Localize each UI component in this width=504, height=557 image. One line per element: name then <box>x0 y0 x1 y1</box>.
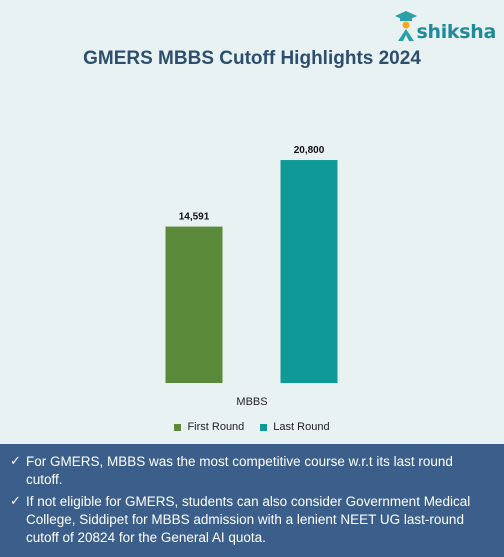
note-item: ✓ If not eligible for GMERS, students ca… <box>10 493 492 547</box>
bar-chart: 14,591 20,800 MBBS <box>165 145 338 408</box>
check-icon: ✓ <box>10 494 21 509</box>
bar-first-round <box>165 226 223 383</box>
bar-last-round <box>280 160 338 383</box>
brand-name: shiksha <box>416 21 496 43</box>
shiksha-logo: shiksha <box>393 10 496 44</box>
chart-title: GMERS MBBS Cutoff Highlights 2024 <box>83 48 421 69</box>
legend-label-first-round: First Round <box>187 421 245 433</box>
data-label-last-round: 20,800 <box>294 145 325 156</box>
legend-label-last-round: Last Round <box>273 421 330 433</box>
note-text: If not eligible for GMERS, students can … <box>26 494 471 545</box>
note-text: For GMERS, MBBS was the most competitive… <box>26 454 453 487</box>
category-label: MBBS <box>236 396 267 408</box>
data-label-first-round: 14,591 <box>179 212 210 223</box>
legend-item-first-round: First Round <box>174 421 244 433</box>
notes-panel: ✓ For GMERS, MBBS was the most competiti… <box>0 444 504 557</box>
legend-swatch-last-round <box>260 423 268 431</box>
legend-item-last-round: Last Round <box>260 421 330 433</box>
graduation-cap-person-icon <box>395 11 418 41</box>
legend-swatch-first-round <box>174 423 182 431</box>
check-icon: ✓ <box>10 454 21 469</box>
note-item: ✓ For GMERS, MBBS was the most competiti… <box>10 453 492 489</box>
chart-legend: First Round Last Round <box>0 421 504 433</box>
